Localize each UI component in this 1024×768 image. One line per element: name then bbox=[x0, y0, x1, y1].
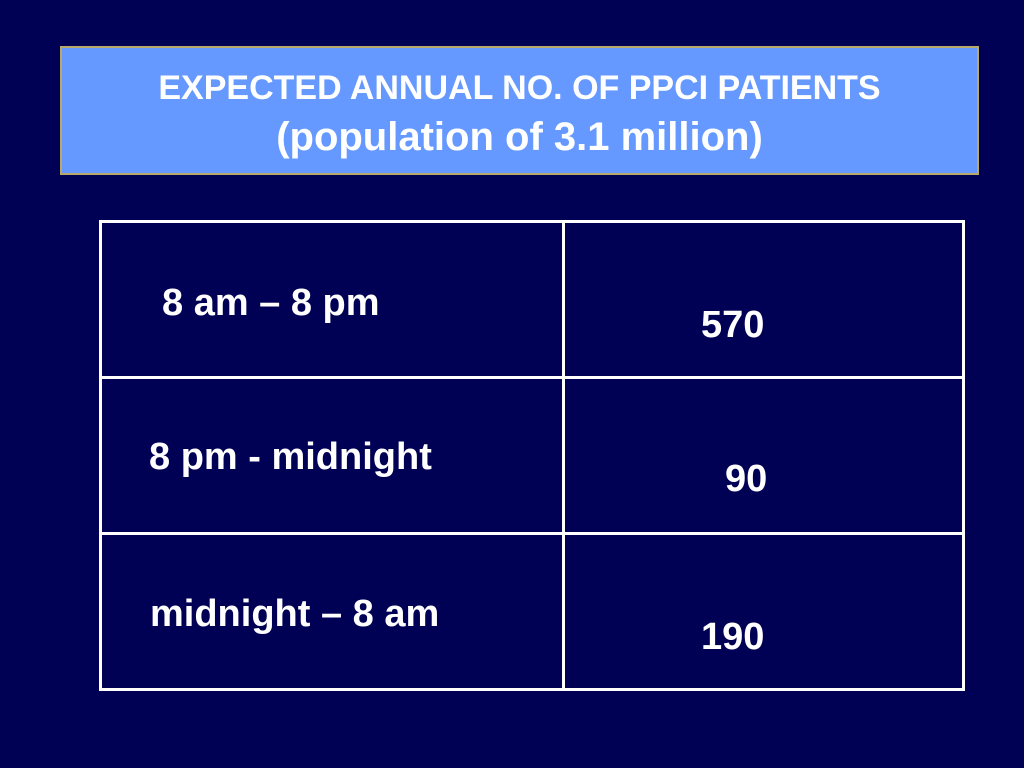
patients-cell: 190 bbox=[562, 532, 965, 691]
period-cell: 8 pm - midnight bbox=[99, 376, 565, 535]
period-label: midnight – 8 am bbox=[150, 593, 440, 635]
table-row: 8 pm - midnight 90 bbox=[99, 376, 965, 535]
slide-subtitle: (population of 3.1 million) bbox=[276, 115, 763, 159]
period-label: 8 am – 8 pm bbox=[162, 282, 380, 324]
patients-value: 90 bbox=[725, 458, 768, 500]
patients-value: 570 bbox=[701, 304, 765, 346]
patients-value: 190 bbox=[701, 616, 765, 658]
title-box: EXPECTED ANNUAL NO. OF PPCI PATIENTS (po… bbox=[60, 46, 979, 175]
period-label: 8 pm - midnight bbox=[149, 436, 432, 478]
table-row: 8 am – 8 pm 570 bbox=[99, 220, 965, 379]
period-cell: 8 am – 8 pm bbox=[99, 220, 565, 379]
table-row: midnight – 8 am 190 bbox=[99, 532, 965, 691]
patients-cell: 90 bbox=[562, 376, 965, 535]
patients-cell: 570 bbox=[562, 220, 965, 379]
patients-table: 8 am – 8 pm 570 8 pm - midnight 90 midni… bbox=[99, 220, 965, 691]
period-cell: midnight – 8 am bbox=[99, 532, 565, 691]
slide-title: EXPECTED ANNUAL NO. OF PPCI PATIENTS bbox=[158, 69, 881, 107]
